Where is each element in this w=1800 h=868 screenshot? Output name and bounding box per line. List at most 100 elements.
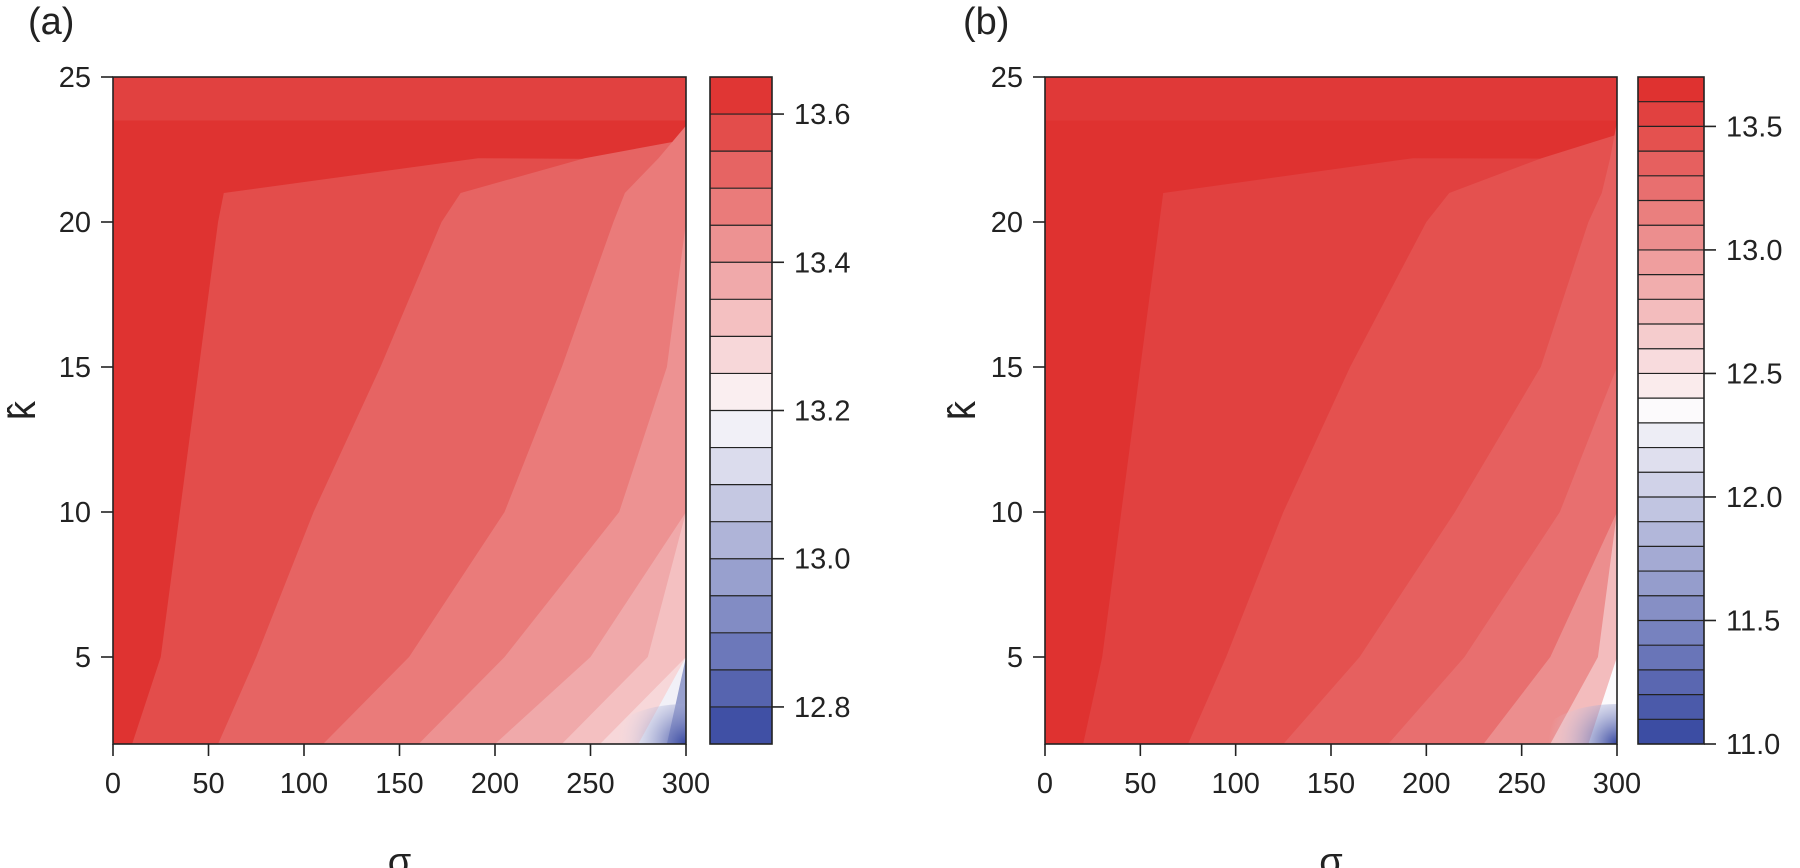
colorbar-swatch [710, 484, 772, 522]
colorbar-frame [1637, 76, 1705, 745]
heatmap-plot-a [113, 77, 686, 744]
contour-band-level_13_0 [666, 120, 686, 744]
colorbar-tick-label: 13.0 [794, 544, 850, 576]
colorbar-tick-label: 13.5 [1726, 111, 1782, 143]
colorbar-tick-label: 12.0 [1726, 482, 1782, 514]
colorbar-tick-label: 13.0 [1726, 235, 1782, 267]
colorbar-swatch [1638, 694, 1704, 720]
y-tick-label: 5 [1007, 642, 1023, 674]
high-k-band [113, 77, 686, 121]
x-tick-label: 100 [280, 768, 328, 800]
colorbar-swatch [710, 410, 772, 448]
x-tick-label: 0 [1037, 768, 1053, 800]
x-tick-label: 50 [192, 768, 224, 800]
colorbar-swatch [710, 669, 772, 707]
y-tick-label: 5 [75, 642, 91, 674]
colorbar-swatch [1638, 447, 1704, 473]
x-tick-label: 300 [1593, 768, 1641, 800]
colorbar-swatch [710, 262, 772, 300]
colorbar-swatch [1638, 645, 1704, 670]
colorbar-tick-label: 13.6 [794, 99, 850, 131]
colorbar-swatch [1638, 669, 1704, 695]
colorbar-swatch [1638, 521, 1704, 547]
colorbar-swatch [1638, 398, 1704, 423]
low-value-corner [1536, 703, 1617, 744]
y-tick-label: 10 [59, 497, 91, 529]
colorbar-b: 11.0 11.5 12.0 12.5 13.0 13.5 [1637, 76, 1782, 761]
colorbar-swatch [1638, 348, 1704, 374]
colorbar-swatch [1638, 719, 1704, 744]
colorbar-tick-label: 13.2 [794, 396, 850, 428]
y-tick-label: 15 [991, 352, 1023, 384]
colorbar-swatch [710, 632, 772, 670]
x-tick-label: 250 [1497, 768, 1545, 800]
colorbar-swatch [710, 558, 772, 596]
y-tick-label: 25 [59, 62, 91, 94]
colorbar-swatch [710, 447, 772, 485]
x-tick-label: 250 [566, 768, 614, 800]
colorbar-tick-label: 13.4 [794, 247, 850, 279]
low-value-corner [605, 703, 686, 744]
x-tick-label: 300 [662, 768, 710, 800]
high-k-band [1045, 77, 1617, 121]
x-tick-label: 150 [375, 768, 423, 800]
panel-label-a: (a) [28, 1, 74, 43]
y-axis-title: k̂ [942, 400, 984, 420]
contour-band-level_13_4 [495, 120, 686, 744]
colorbar-swatch [1638, 373, 1704, 399]
colorbar-tick-label: 11.5 [1726, 605, 1780, 637]
colorbar-swatch [710, 225, 772, 263]
colorbar-swatch [710, 706, 772, 744]
colorbar-swatch [1638, 299, 1704, 325]
y-axis-title: k̂ [2, 400, 44, 420]
x-tick-label: 200 [471, 768, 519, 800]
contour-band-level_12_4 [1588, 120, 1617, 744]
x-tick-label: 200 [1402, 768, 1450, 800]
contour-band-level_13_3 [1388, 120, 1617, 744]
heatmap-fill [113, 77, 686, 744]
colorbar-swatch [1638, 595, 1704, 621]
colorbar-swatch [1638, 151, 1704, 176]
colorbar-swatch [1638, 225, 1704, 250]
panel-label-b: (b) [963, 1, 1009, 43]
colorbar-swatch [1638, 274, 1704, 300]
y-tick-label: 10 [991, 497, 1023, 529]
x-axis-title: σ [388, 841, 411, 868]
x-tick-label: 100 [1211, 768, 1259, 800]
x-tick-label: 50 [1124, 768, 1156, 800]
colorbar-swatch [1638, 200, 1704, 226]
colorbar-swatch [710, 77, 772, 115]
x-tick-label: 0 [105, 768, 121, 800]
colorbar-swatch [1638, 126, 1704, 152]
contour-band-level_13_1 [1483, 120, 1617, 744]
colorbar-swatch [710, 521, 772, 559]
colorbar-swatch [1638, 175, 1704, 201]
axes-a: 0 50 100 150 200 250 300 5 10 15 20 25 σ k̂ [2, 62, 710, 868]
colorbar-swatch [710, 373, 772, 411]
colorbar-swatch [710, 188, 772, 226]
y-tick-label: 20 [59, 207, 91, 239]
colorbar-swatch [1638, 324, 1704, 349]
colorbar-tick-label: 12.8 [794, 692, 850, 724]
colorbar-swatch [1638, 496, 1704, 522]
x-axis-title: σ [1319, 841, 1342, 868]
y-tick-label: 20 [991, 207, 1023, 239]
x-tick-label: 150 [1307, 768, 1355, 800]
colorbar-swatch [1638, 77, 1704, 102]
colorbar-swatch [1638, 472, 1704, 497]
colorbar-swatch [710, 151, 772, 189]
colorbar-swatch [1638, 422, 1704, 448]
heatmap-plot-b [1045, 77, 1617, 744]
colorbar-a: 12.8 13.0 13.2 13.4 13.6 [709, 76, 850, 745]
y-tick-label: 15 [59, 352, 91, 384]
colorbar-swatch [710, 299, 772, 337]
colorbar-swatch [1638, 571, 1704, 596]
colorbar-swatch [1638, 101, 1704, 127]
colorbar-swatch [710, 336, 772, 374]
contour-band-level_13_45 [418, 120, 686, 744]
colorbar-swatch [1638, 249, 1704, 275]
colorbar-swatch [1638, 620, 1704, 646]
